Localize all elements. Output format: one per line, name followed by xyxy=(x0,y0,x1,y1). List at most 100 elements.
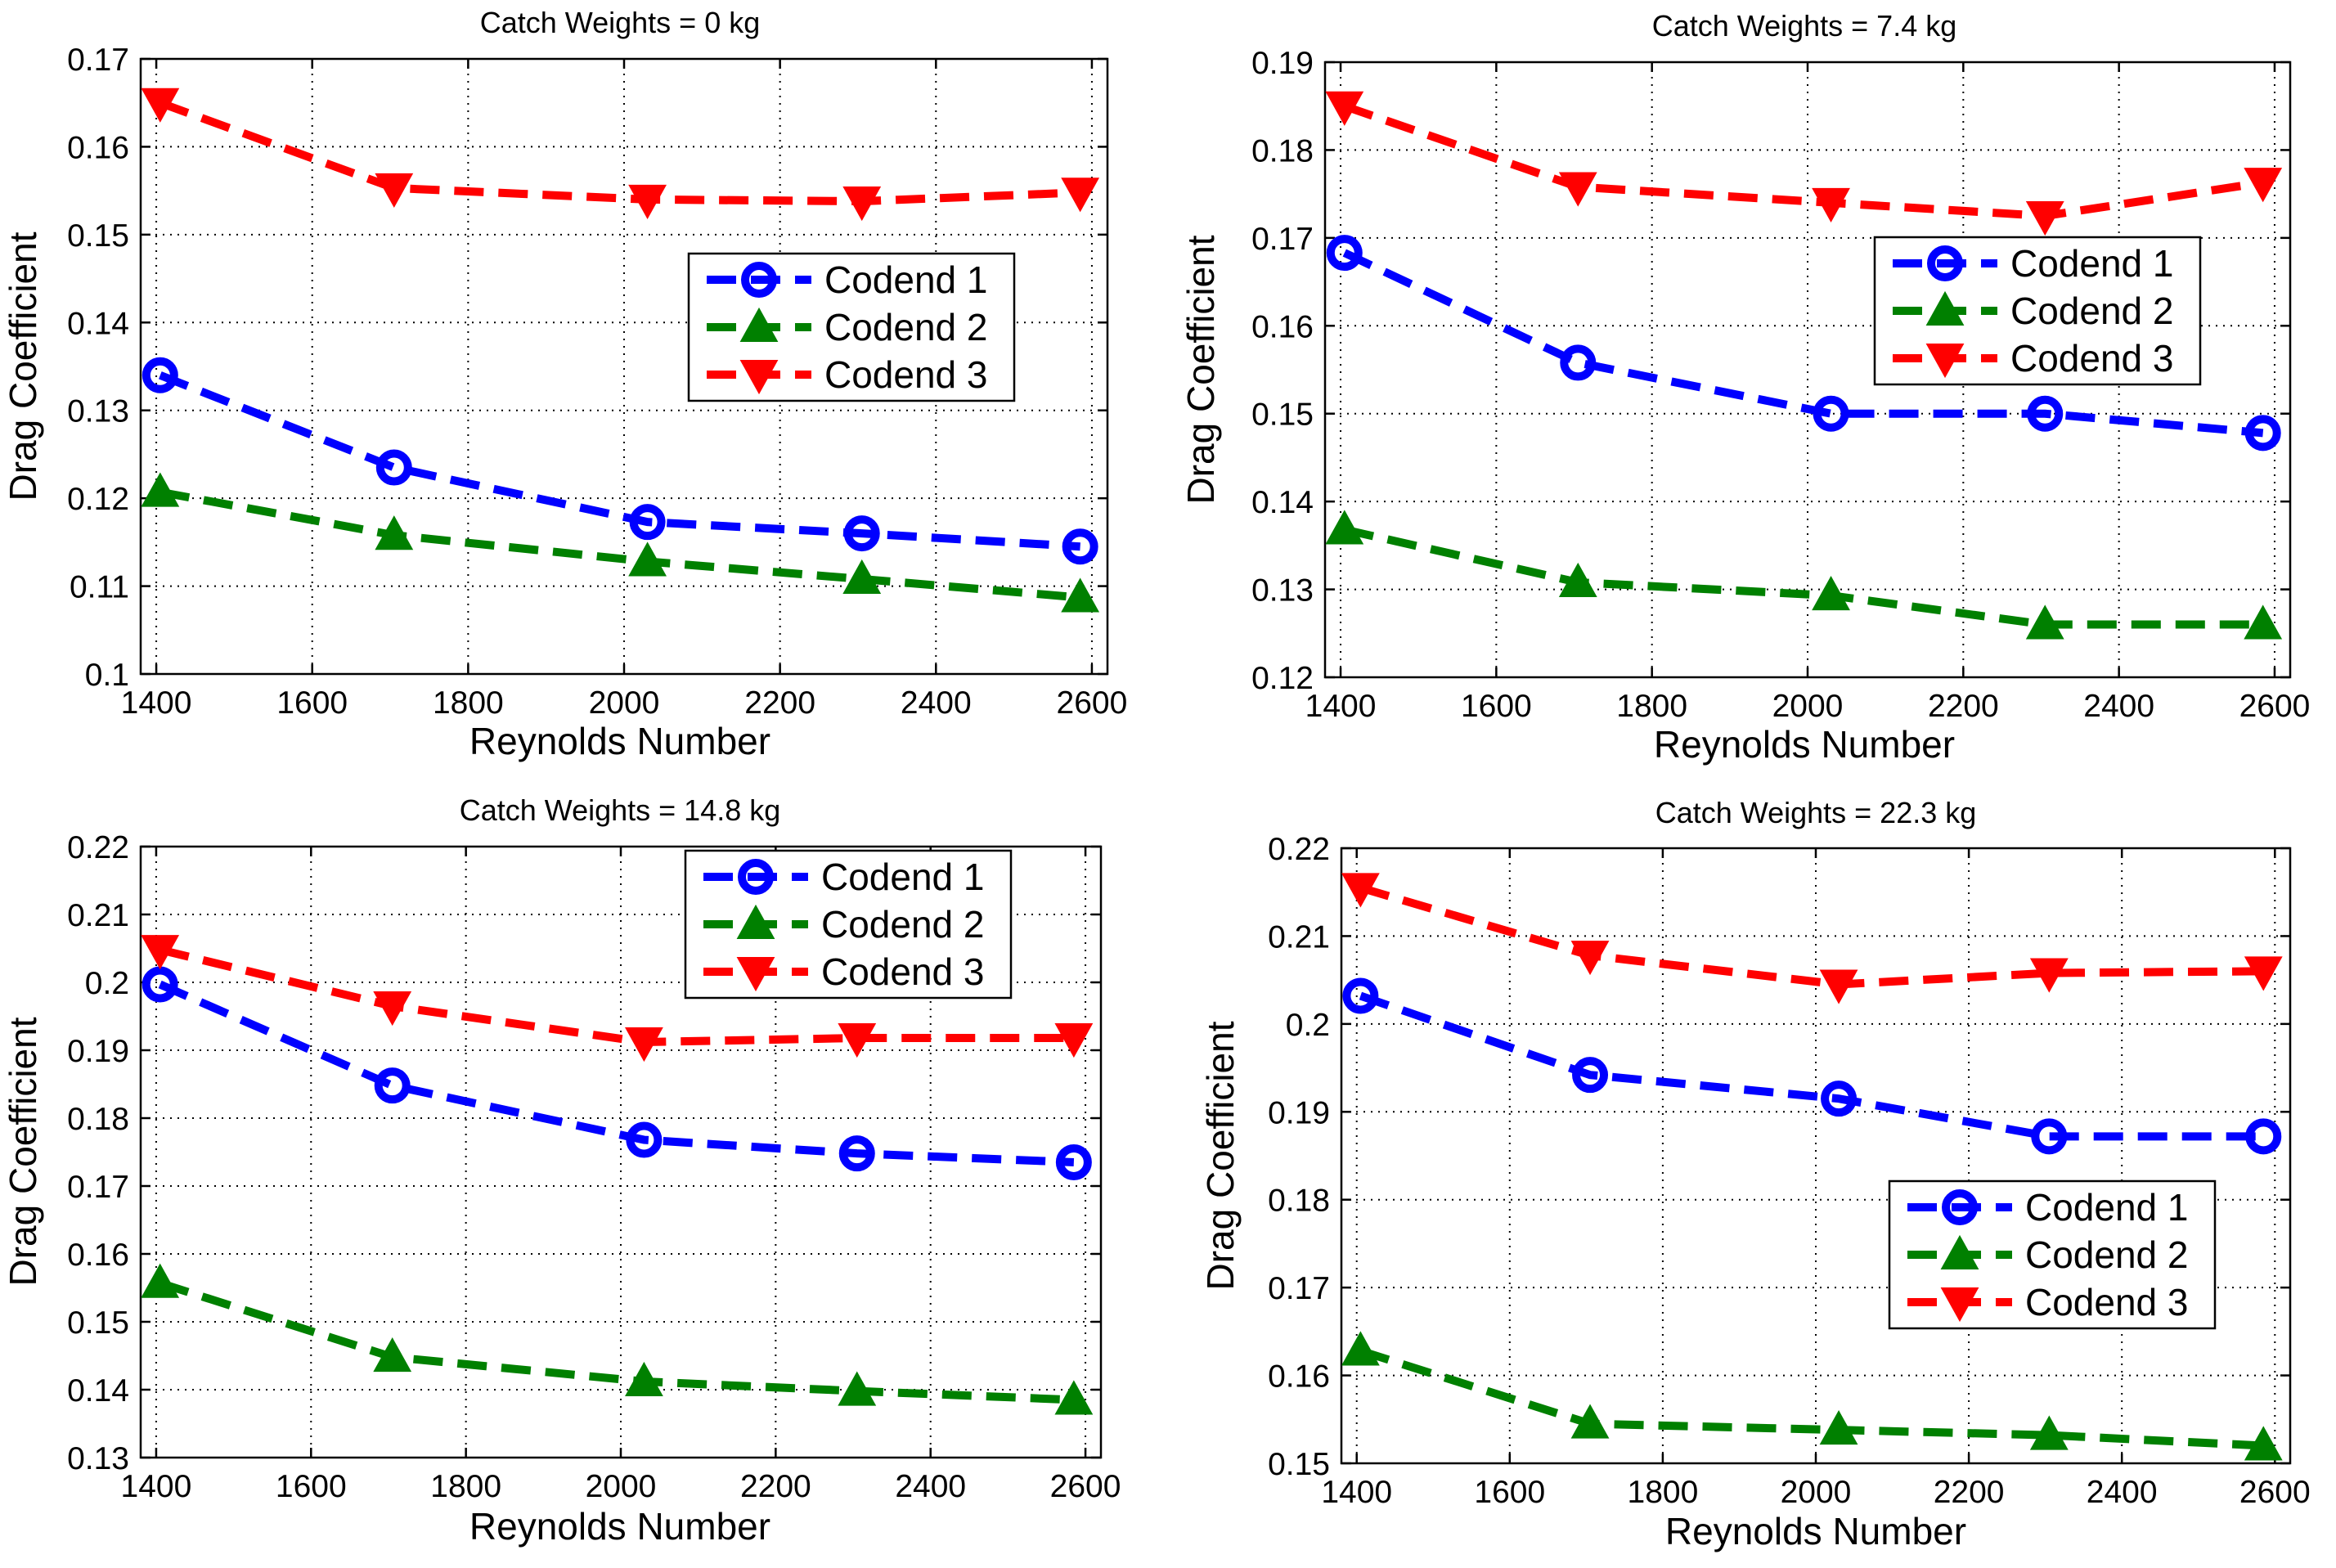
y-tick-label: 0.14 xyxy=(1251,485,1314,520)
data-point xyxy=(2031,1118,2068,1155)
data-point xyxy=(2244,956,2283,991)
data-point xyxy=(1558,172,1597,207)
data-point xyxy=(1326,235,1363,272)
data-point xyxy=(843,515,880,552)
series-codend-1 xyxy=(142,966,1092,1180)
data-point xyxy=(628,184,667,220)
x-tick-label: 2000 xyxy=(586,1469,657,1504)
chart-title: Catch Weights = 14.8 kg xyxy=(460,793,781,827)
data-point xyxy=(625,1027,663,1063)
y-tick-label: 0.14 xyxy=(67,1373,129,1409)
data-point xyxy=(628,541,667,577)
y-tick-label: 0.19 xyxy=(67,1034,129,1069)
x-tick-label: 1600 xyxy=(276,685,348,721)
legend-label: Codend 1 xyxy=(2025,1186,2189,1229)
y-tick-label: 0.16 xyxy=(67,130,129,165)
data-point xyxy=(2245,1118,2282,1155)
x-tick-label: 2200 xyxy=(1934,1475,2005,1510)
data-point xyxy=(375,173,414,209)
y-tick-label: 0.17 xyxy=(67,43,129,78)
series-codend-3 xyxy=(1325,91,2283,236)
x-tick-label: 1600 xyxy=(1474,1475,1545,1510)
data-point xyxy=(141,935,180,970)
legend-marker xyxy=(739,360,779,395)
data-point xyxy=(373,1337,412,1373)
y-axis-label: Drag Coefficient xyxy=(2,1017,44,1286)
series-line xyxy=(1342,249,2264,438)
chart-title: Catch Weights = 0 kg xyxy=(480,6,761,39)
legend-marker xyxy=(1925,344,1965,379)
y-axis-label: Drag Coefficient xyxy=(1199,1021,1242,1290)
legend-label: Codend 3 xyxy=(2025,1281,2189,1323)
data-point xyxy=(842,186,882,222)
data-point xyxy=(2029,958,2069,993)
y-tick-label: 0.18 xyxy=(67,1102,129,1137)
x-tick-label: 2600 xyxy=(1057,685,1128,721)
data-point xyxy=(1054,1023,1094,1058)
y-tick-label: 0.15 xyxy=(1268,1447,1330,1482)
y-tick-label: 0.15 xyxy=(1251,398,1314,433)
x-tick-label: 1400 xyxy=(1321,1475,1392,1510)
data-point xyxy=(375,449,412,486)
data-point xyxy=(1572,1057,1609,1094)
data-point xyxy=(1819,969,1858,1004)
y-axis-label: Drag Coefficient xyxy=(1179,235,1222,504)
x-axis-label: Reynolds Number xyxy=(469,1505,770,1548)
series-codend-2 xyxy=(141,1263,1094,1415)
x-tick-label: 2400 xyxy=(901,685,972,721)
y-axis-label: Drag Coefficient xyxy=(2,231,44,501)
series-codend-1 xyxy=(142,357,1098,565)
legend-marker xyxy=(736,957,775,992)
y-tick-label: 0.21 xyxy=(1268,919,1330,955)
data-point xyxy=(1560,344,1597,381)
data-point xyxy=(141,1263,180,1298)
y-tick-label: 0.18 xyxy=(1268,1184,1330,1219)
chart-title: Catch Weights = 22.3 kg xyxy=(1655,796,1977,829)
x-tick-label: 2600 xyxy=(1050,1469,1121,1504)
y-tick-label: 0.19 xyxy=(1251,46,1314,81)
data-point xyxy=(1812,575,1850,611)
chart-panel-2: 1400 1600 1800 2000 2200 2400 2600 0.12 0.13 0.14… xyxy=(1179,9,2310,766)
data-point xyxy=(1341,1331,1380,1366)
data-point xyxy=(1054,1380,1094,1415)
y-tick-label: 0.13 xyxy=(1251,573,1314,609)
data-point xyxy=(2244,415,2281,452)
data-point xyxy=(626,1121,663,1158)
y-tick-label: 0.18 xyxy=(1251,133,1314,168)
y-tick-label: 0.16 xyxy=(1268,1359,1330,1395)
data-point xyxy=(2244,604,2283,640)
data-point xyxy=(1813,395,1849,432)
x-tick-label: 1800 xyxy=(1616,689,1687,724)
y-tick-label: 0.12 xyxy=(1251,661,1314,696)
x-tick-label: 1400 xyxy=(1305,689,1377,724)
data-point xyxy=(1061,177,1100,213)
y-tick-label: 0.12 xyxy=(67,482,129,517)
series-codend-3 xyxy=(141,88,1100,222)
legend-label: Codend 1 xyxy=(2010,242,2174,285)
data-point xyxy=(1062,528,1098,565)
y-tick-label: 0.2 xyxy=(1286,1008,1330,1043)
data-point xyxy=(1325,510,1364,545)
data-point xyxy=(373,991,412,1027)
x-tick-label: 1400 xyxy=(121,1469,192,1504)
y-tick-label: 0.13 xyxy=(67,394,129,429)
legend-marker xyxy=(741,262,777,298)
data-point xyxy=(374,1067,411,1104)
legend-marker xyxy=(739,307,779,342)
data-point xyxy=(625,1361,663,1397)
series-codend-2 xyxy=(141,472,1100,613)
data-point xyxy=(1341,873,1380,908)
x-tick-label: 1800 xyxy=(430,1469,501,1504)
x-tick-label: 2200 xyxy=(744,685,815,721)
x-tick-label: 2000 xyxy=(1772,689,1844,724)
y-tick-label: 0.16 xyxy=(1251,309,1314,344)
x-tick-label: 2400 xyxy=(2087,1475,2158,1510)
x-tick-label: 2400 xyxy=(2083,689,2154,724)
data-point xyxy=(2244,1426,2283,1461)
legend-label: Codend 3 xyxy=(2010,337,2174,380)
legend-marker xyxy=(1940,1234,1979,1269)
data-point xyxy=(141,88,180,123)
